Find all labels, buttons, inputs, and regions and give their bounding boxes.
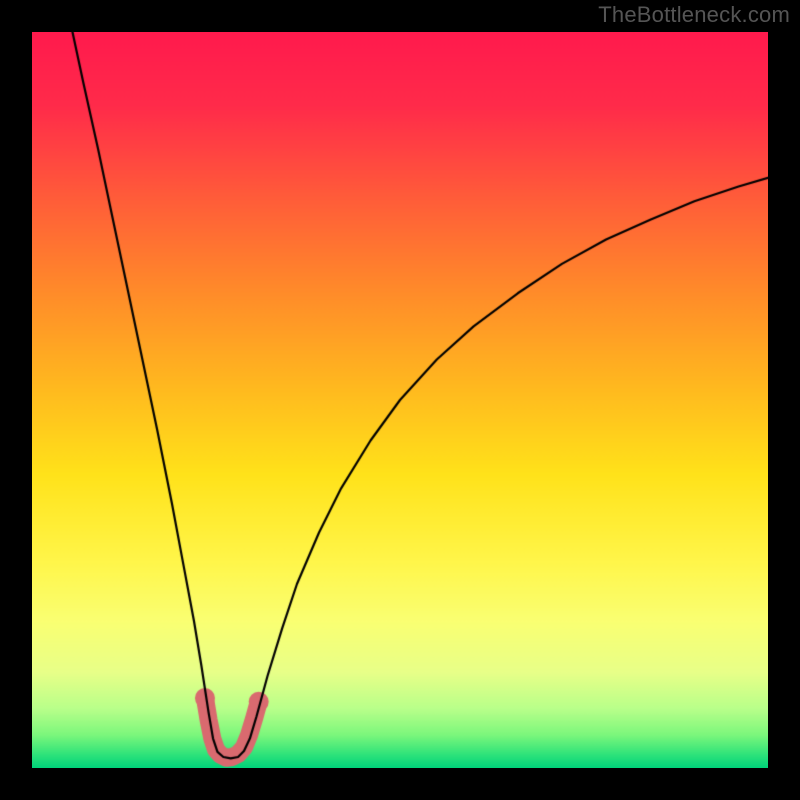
chart-plot-canvas <box>32 32 768 768</box>
chart-frame <box>32 32 768 768</box>
chart-stage: TheBottleneck.com <box>0 0 800 800</box>
attribution-label: TheBottleneck.com <box>598 2 790 28</box>
